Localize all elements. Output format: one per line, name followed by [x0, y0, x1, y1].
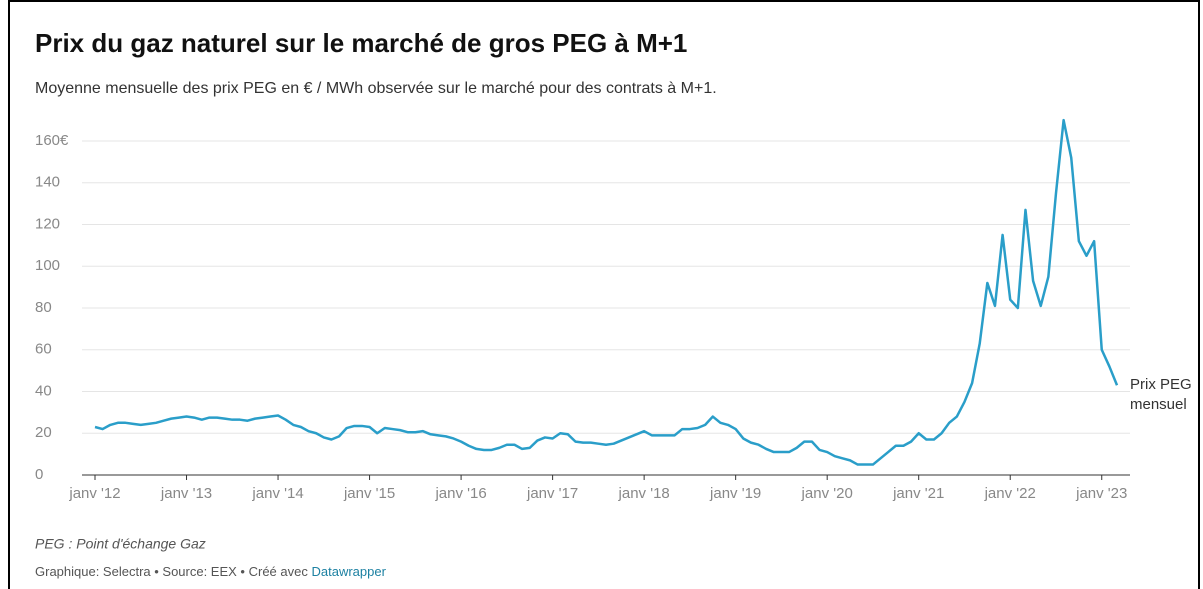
- y-tick-label: 60: [35, 341, 52, 358]
- y-tick-label: 160€: [35, 132, 69, 149]
- chart-subtitle: Moyenne mensuelle des prix PEG en € / MW…: [35, 80, 717, 97]
- x-tick-label: janv '14: [251, 485, 303, 502]
- y-tick-label: 80: [35, 299, 52, 316]
- frame: [8, 0, 1200, 589]
- y-tick-label: 100: [35, 257, 60, 274]
- x-tick-label: janv '15: [343, 485, 395, 502]
- footer-text: Graphique: Selectra • Source: EEX • Créé…: [35, 564, 308, 579]
- footer: Graphique: Selectra • Source: EEX • Créé…: [35, 564, 387, 579]
- line: [94, 118, 1119, 466]
- y-tick-label: 0: [35, 466, 43, 483]
- series-label: Prix PEG mensuel: [1130, 376, 1192, 414]
- x-tick-label: janv '21: [892, 485, 944, 502]
- chart-title: Prix du gaz naturel sur le marché de gro…: [35, 28, 687, 58]
- x-tick-label: janv '22: [984, 485, 1036, 502]
- x-tick-label: janv '23: [1075, 485, 1127, 502]
- x-tick-label: janv '13: [160, 485, 212, 502]
- y-tick-label: 20: [35, 424, 52, 441]
- note: PEG : Point d'échange Gaz: [35, 536, 206, 552]
- y-tick-label: 120: [35, 215, 60, 232]
- x-tick-label: janv '16: [434, 485, 486, 502]
- footer-link[interactable]: Datawrapper: [311, 564, 386, 579]
- y-tick-label: 40: [35, 382, 52, 399]
- x-tick-label: janv '20: [801, 485, 853, 502]
- y-tick-label: 140: [35, 174, 60, 191]
- x-tick-label: janv '19: [709, 485, 761, 502]
- x-tick-label: janv '18: [618, 485, 670, 502]
- x-tick-label: janv '12: [68, 485, 120, 502]
- x-tick-label: janv '17: [526, 485, 578, 502]
